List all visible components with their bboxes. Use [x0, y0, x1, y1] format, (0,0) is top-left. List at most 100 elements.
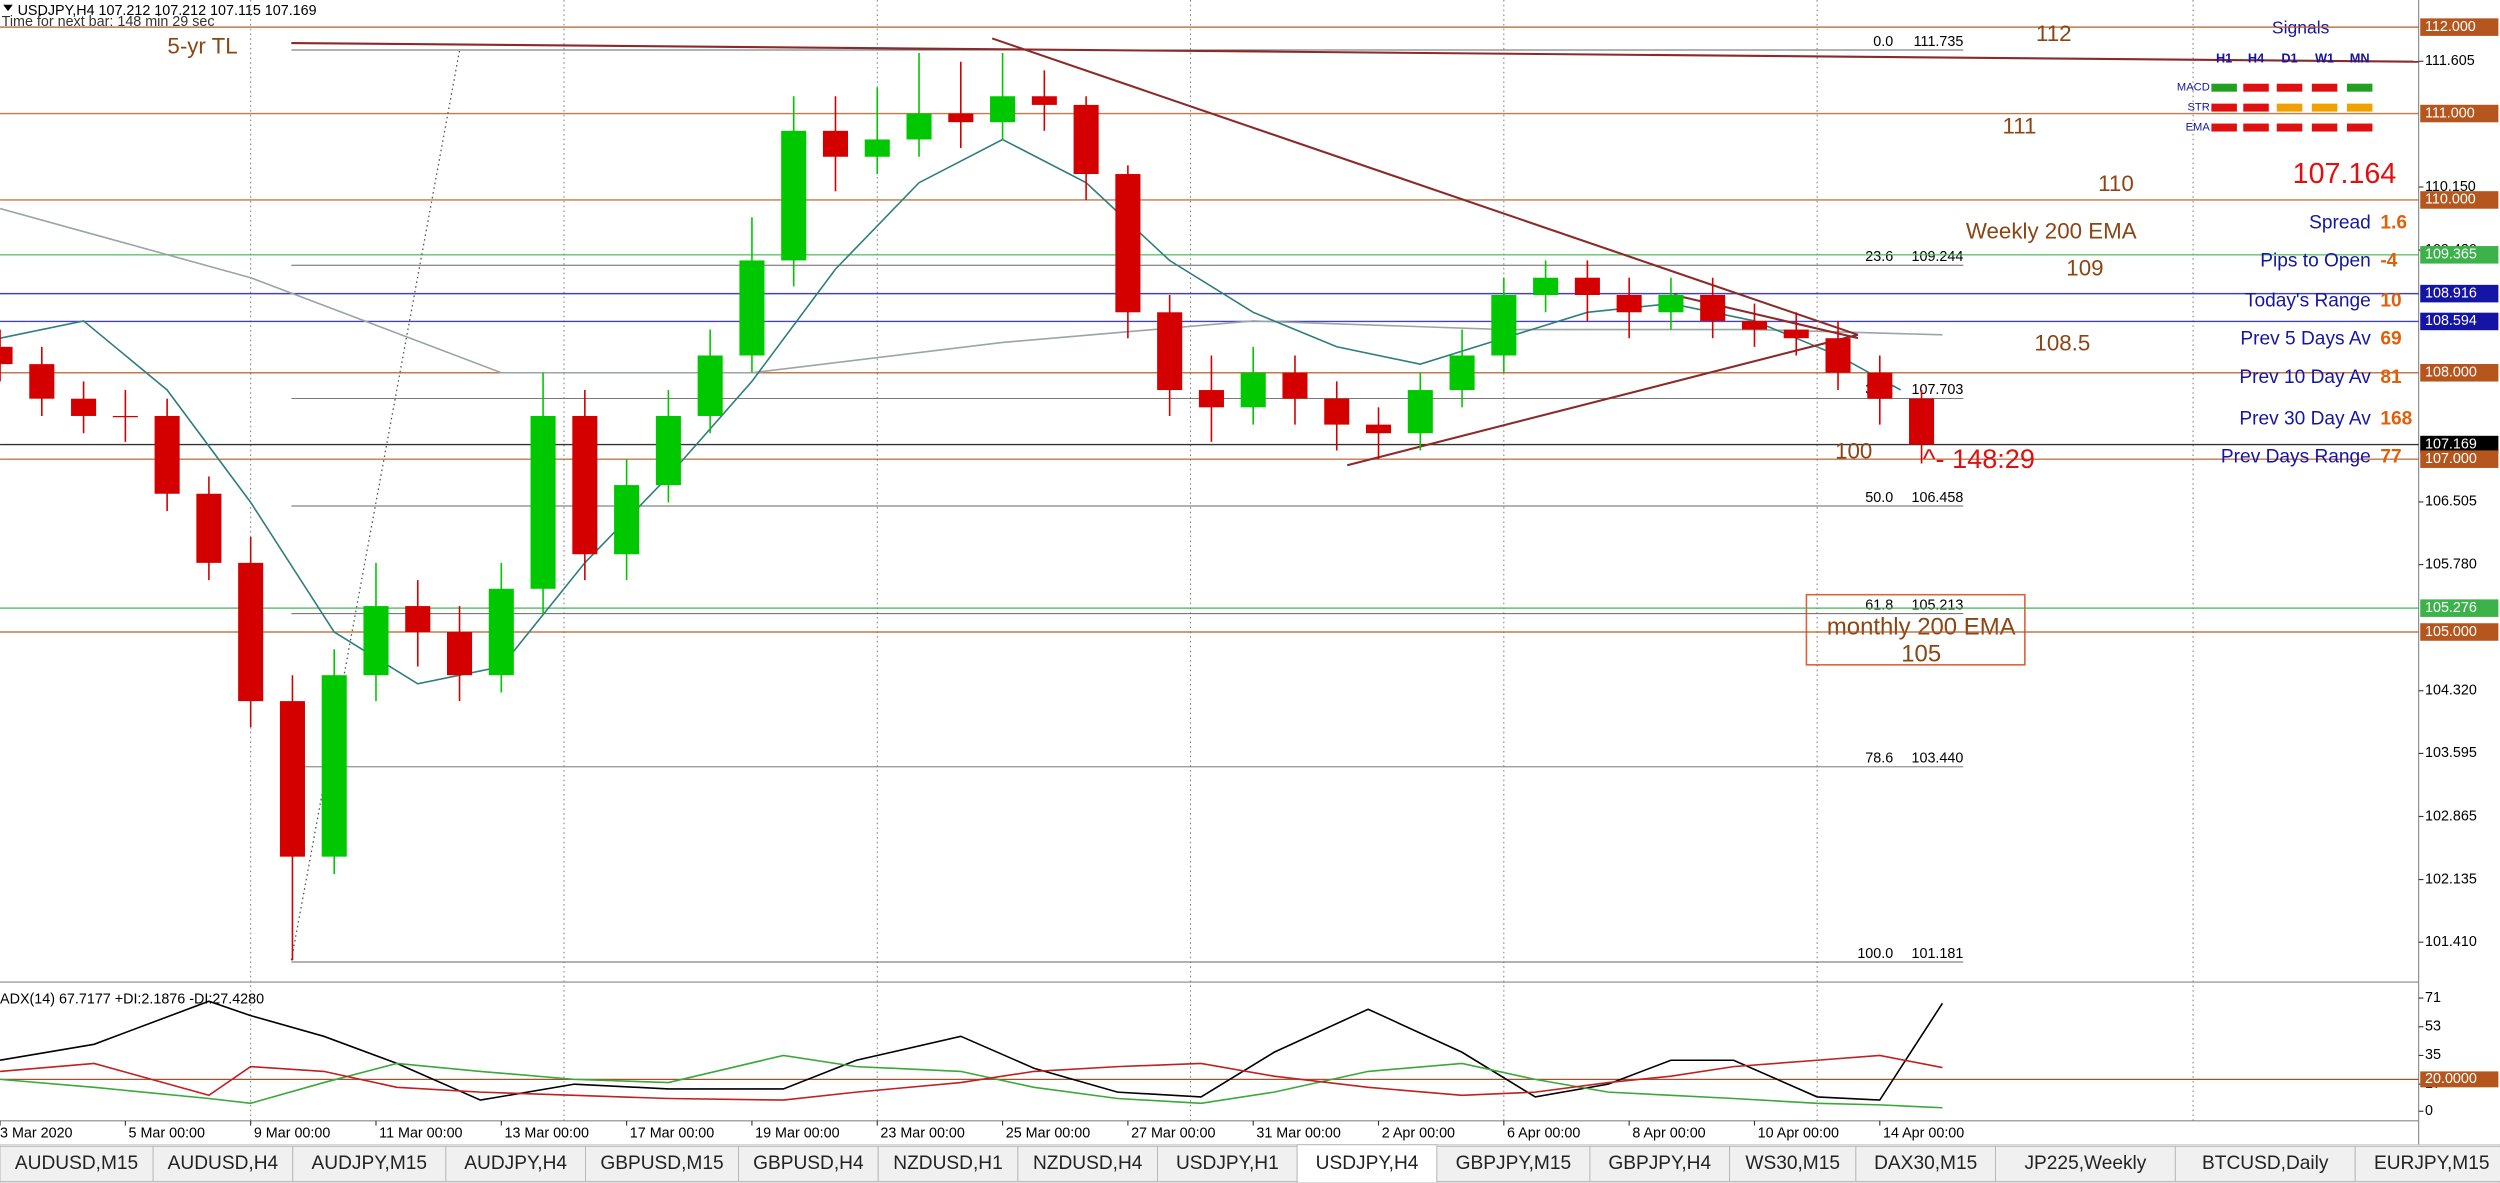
stat-value: 168	[2380, 408, 2412, 429]
annotation: 112	[2036, 21, 2072, 46]
adx-line	[0, 1000, 1944, 1101]
x-tick-label: 27 Mar 00:00	[1131, 1125, 1215, 1141]
tab-label[interactable]: GBPUSD,H4	[753, 1153, 864, 1174]
tab[interactable]	[2174, 1145, 2356, 1182]
y-tick-label: 110.150	[2425, 179, 2476, 195]
tab-label[interactable]: WS30,M15	[1745, 1153, 1840, 1174]
level-box	[2420, 363, 2499, 382]
y-tick-label: 101.410	[2425, 934, 2477, 950]
tab-label[interactable]: GBPUSD,M15	[600, 1153, 723, 1174]
signal-cell	[2346, 103, 2373, 112]
candle-body	[1491, 294, 1517, 356]
x-tick-label: 13 Mar 00:00	[504, 1125, 588, 1141]
candle-body	[781, 130, 807, 261]
tab[interactable]	[1436, 1145, 1591, 1182]
candle-body	[822, 130, 849, 157]
level-box	[2420, 104, 2499, 123]
tab[interactable]	[445, 1145, 586, 1182]
tab[interactable]	[585, 1145, 740, 1182]
tab[interactable]	[152, 1145, 294, 1182]
tab[interactable]	[1589, 1145, 1731, 1182]
tab-label[interactable]: USDJPY,H1	[1176, 1153, 1279, 1174]
annotation: 108.5	[2034, 330, 2090, 355]
tab[interactable]	[1296, 1144, 1438, 1183]
x-tick-label: 8 Apr 00:00	[1632, 1125, 1705, 1141]
tab-label[interactable]: DAX30,M15	[1874, 1153, 1977, 1174]
tab[interactable]	[0, 1145, 154, 1182]
signal-cell	[2276, 123, 2303, 132]
candle-body	[572, 415, 598, 555]
tab[interactable]	[292, 1145, 447, 1182]
annotation: 5-yr TL	[167, 34, 237, 59]
tab-label[interactable]: NZDUSD,H1	[893, 1153, 1002, 1174]
level-box	[2420, 312, 2499, 331]
candle-body	[488, 588, 514, 676]
tab[interactable]	[2354, 1145, 2500, 1182]
bar-timer: Time for next bar: 148 min 29 sec	[2, 14, 215, 30]
candle-body	[1449, 355, 1475, 391]
candle-body	[29, 364, 55, 399]
x-tick-label: 9 Mar 00:00	[254, 1125, 330, 1141]
signal-column: W1	[2315, 50, 2334, 65]
x-tick-label: 25 Mar 00:00	[1006, 1125, 1090, 1141]
tab-label[interactable]: NZDUSD,H4	[1033, 1153, 1143, 1174]
tab-label[interactable]: GBPJPY,M15	[1456, 1153, 1572, 1174]
candle-body	[1741, 320, 1768, 330]
level-label: 109.365	[2425, 247, 2477, 263]
level-box	[2420, 191, 2499, 209]
x-tick-label: 3 Mar 2020	[0, 1125, 73, 1141]
candle-body	[655, 415, 681, 486]
tab-label[interactable]: AUDJPY,M15	[312, 1153, 428, 1174]
x-tick-label: 10 Apr 00:00	[1758, 1125, 1839, 1141]
x-tick-label: 6 Apr 00:00	[1507, 1125, 1580, 1141]
tab[interactable]	[1157, 1145, 1298, 1182]
ma-slow	[0, 138, 1902, 685]
tab[interactable]	[877, 1145, 1019, 1182]
annotation: ^- 148:29	[1923, 443, 2035, 474]
tab[interactable]	[1855, 1145, 1996, 1182]
y-tick-label: 103.595	[2425, 745, 2477, 761]
fib-ratio: 100.0	[1857, 946, 1893, 962]
stat-label: Pips to Open	[2260, 251, 2371, 272]
adx-level-box	[2420, 1071, 2499, 1088]
fib-ratio: 23.6	[1865, 249, 1893, 265]
tab[interactable]	[1017, 1145, 1159, 1182]
panel-price: 107.164	[2293, 158, 2397, 190]
candle-body	[279, 701, 305, 857]
candle-body	[1115, 174, 1141, 313]
adx-level-label: 20.0000	[2425, 1071, 2477, 1087]
signal-column: MN	[2350, 50, 2370, 65]
stat-label: Prev 5 Days Av	[2240, 329, 2371, 350]
x-tick-label: 5 Mar 00:00	[129, 1125, 205, 1141]
candle-body	[154, 415, 180, 494]
signal-cell	[2276, 103, 2303, 112]
level-label: 105.276	[2425, 600, 2477, 616]
tab[interactable]	[1729, 1145, 1857, 1182]
candle-body	[697, 355, 723, 416]
signal-cell	[2346, 123, 2373, 132]
x-tick-label: 14 Apr 00:00	[1883, 1125, 1964, 1141]
y-tick-label: 102.135	[2425, 871, 2477, 887]
tab-label[interactable]: JP225,Weekly	[2024, 1153, 2146, 1174]
tab-label[interactable]: AUDJPY,H4	[464, 1153, 567, 1174]
trendline	[290, 50, 461, 961]
collapse-icon[interactable]	[3, 4, 13, 12]
fib-price: 107.703	[1912, 382, 1964, 398]
tab-label[interactable]: BTCUSD,Daily	[2202, 1153, 2329, 1174]
tab-label[interactable]: AUDUSD,H4	[168, 1153, 279, 1174]
tab-label[interactable]: USDJPY,H4	[1316, 1153, 1419, 1174]
candle-body	[1783, 329, 1809, 339]
candle-body	[196, 493, 222, 563]
trendline	[991, 37, 1859, 336]
candle-body	[1533, 277, 1559, 295]
fib-ratio: 50.0	[1865, 490, 1893, 506]
signal-column: H1	[2216, 50, 2232, 65]
y-tick-label: 102.865	[2425, 808, 2477, 824]
monthly-box-label: monthly 200 EMA	[1827, 613, 2016, 640]
tab-label[interactable]: GBPJPY,H4	[1608, 1153, 1711, 1174]
tab-label[interactable]: EURJPY,M15	[2374, 1153, 2490, 1174]
tab-label[interactable]: AUDUSD,M15	[15, 1153, 138, 1174]
